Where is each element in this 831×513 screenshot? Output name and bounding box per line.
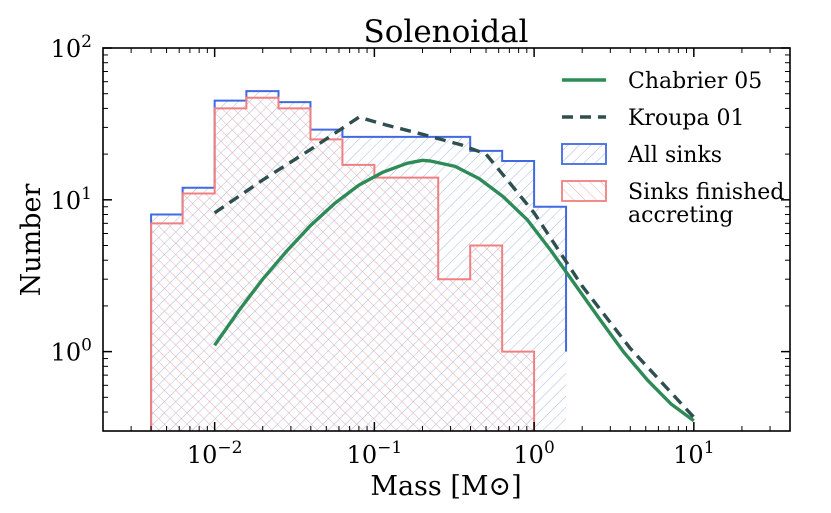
curve-chabrier-05 [213, 158, 695, 423]
legend-item-kroupa-01: Kroupa 01 [562, 106, 745, 131]
y-axis-label: Number [16, 184, 47, 297]
legend: Chabrier 05 Kroupa 01 All sinks Sinks finis… [561, 69, 784, 228]
y-tick-label: 102 [51, 32, 92, 63]
bar-sinks-finished-accreting-4 [278, 108, 311, 431]
bar-sinks-finished-accreting-0 [151, 223, 183, 431]
legend-label: Kroupa 01 [628, 106, 745, 131]
plot-frame [102, 47, 791, 432]
tick-layer [102, 47, 791, 432]
plot-area [150, 90, 696, 431]
y-tick-label: 100 [51, 336, 92, 367]
histogram-sinks-finished-accreting [150, 96, 536, 431]
histogram-layer [150, 90, 568, 431]
bar-sinks-finished-accreting-6 [342, 164, 375, 431]
curve-layer [213, 115, 696, 423]
bar-sinks-finished-accreting-9 [438, 279, 471, 431]
bar-sinks-finished-accreting-2 [214, 108, 247, 431]
bar-sinks-finished-accreting-3 [246, 97, 279, 431]
bar-sinks-finished-accreting-5 [310, 139, 343, 431]
y-tick-label: 101 [51, 184, 92, 215]
legend-item-all-sinks: All sinks [561, 143, 722, 168]
outline-sinks-finished-accreting [150, 96, 536, 431]
x-tick-label: 101 [673, 438, 714, 469]
legend-label: Chabrier 05 [628, 69, 762, 94]
x-axis-label: Mass [M⊙] [370, 471, 521, 502]
legend-item-chabrier-05: Chabrier 05 [562, 69, 762, 94]
x-tick-label: 100 [513, 438, 554, 469]
bar-sinks-finished-accreting-8 [406, 177, 439, 431]
chart-title: Solenoidal [364, 14, 529, 50]
legend-label: Sinks finished [628, 180, 784, 205]
x-tick-label: 10−2 [187, 438, 243, 469]
bar-sinks-finished-accreting-7 [374, 177, 407, 431]
bar-sinks-finished-accreting-11 [502, 351, 535, 431]
legend-label: All sinks [627, 143, 722, 168]
bar-all-sinks-12 [534, 206, 567, 431]
x-tick-label: 10−1 [347, 438, 403, 469]
bar-sinks-finished-accreting-10 [470, 245, 503, 431]
bar-sinks-finished-accreting-1 [182, 193, 215, 431]
legend-label-line2: accreting [628, 203, 733, 228]
legend-swatch [561, 143, 607, 165]
curve-kroupa-01 [213, 115, 696, 419]
legend-swatch [561, 180, 607, 202]
tick-label-layer: 10−2 10−1 100 101 100 101 102 [51, 32, 715, 469]
